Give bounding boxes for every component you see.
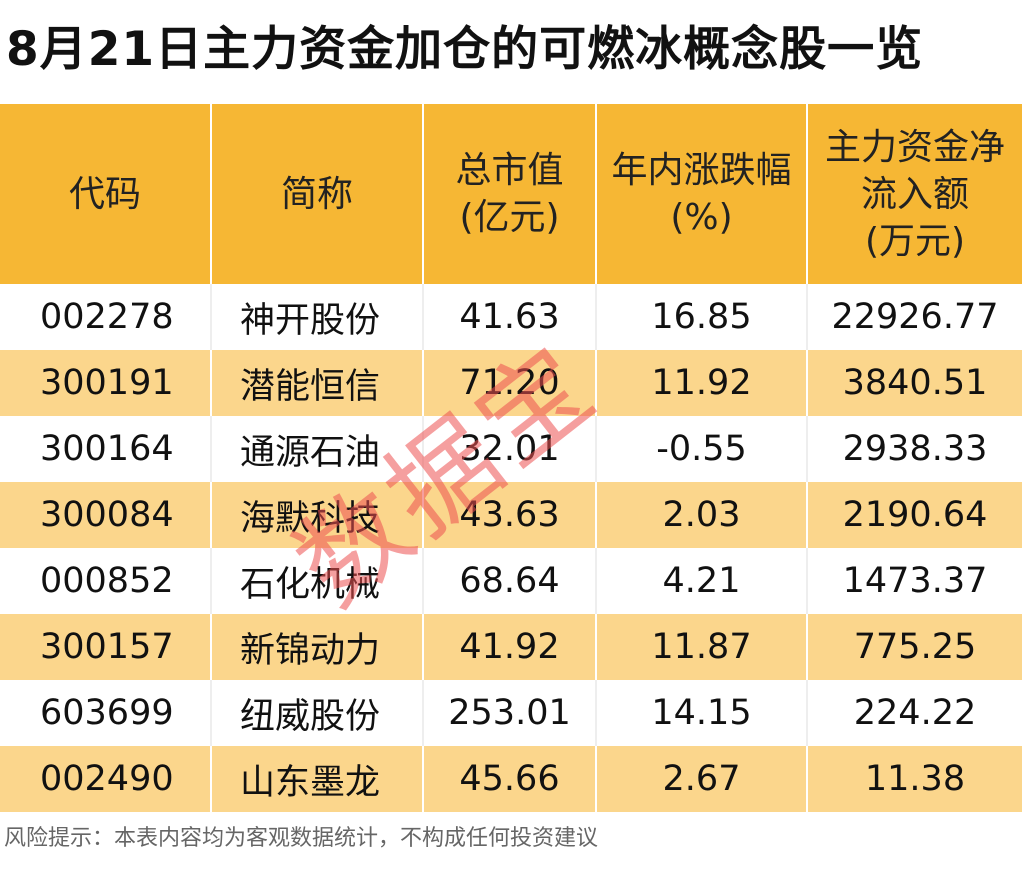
cell-code: 300157 [0,614,212,680]
cell-net-inflow: 775.25 [808,614,1022,680]
cell-name: 新锦动力 [212,614,424,680]
table-header-row: 代码 简称 总市值 (亿元) 年内涨跌幅 (%) 主力资金净 流入额 (万元) [0,104,1022,284]
header-net-inflow-line2: 流入额 [860,173,969,215]
cell-ytd-change: 16.85 [597,284,808,350]
cell-code: 000852 [0,548,212,614]
table-row: 300164 通源石油 32.01 -0.55 2938.33 [0,416,1022,482]
table-row: 300084 海默科技 43.63 2.03 2190.64 [0,482,1022,548]
cell-ytd-change: 2.67 [597,746,808,812]
cell-market-cap: 43.63 [424,482,597,548]
cell-market-cap: 71.20 [424,350,597,416]
cell-net-inflow: 224.22 [808,680,1022,746]
cell-ytd-change: 4.21 [597,548,808,614]
cell-code: 002490 [0,746,212,812]
cell-code: 002278 [0,284,212,350]
header-net-inflow-line1: 主力资金净 [824,126,1005,168]
cell-name: 通源石油 [212,416,424,482]
cell-name: 山东墨龙 [212,746,424,812]
header-net-inflow-unit: (万元) [864,220,966,262]
cell-code: 603699 [0,680,212,746]
header-code-line: 代码 [68,173,141,215]
cell-name: 石化机械 [212,548,424,614]
cell-code: 300191 [0,350,212,416]
cell-market-cap: 45.66 [424,746,597,812]
cell-ytd-change: 14.15 [597,680,808,746]
cell-name: 纽威股份 [212,680,424,746]
cell-net-inflow: 3840.51 [808,350,1022,416]
cell-net-inflow: 11.38 [808,746,1022,812]
cell-name: 神开股份 [212,284,424,350]
cell-ytd-change: 11.87 [597,614,808,680]
header-net-inflow: 主力资金净 流入额 (万元) [808,104,1022,284]
cell-market-cap: 41.92 [424,614,597,680]
cell-net-inflow: 2938.33 [808,416,1022,482]
cell-market-cap: 41.63 [424,284,597,350]
header-ytd-change-unit: (%) [670,197,733,238]
header-ytd-change: 年内涨跌幅 (%) [597,104,808,284]
table-row: 002490 山东墨龙 45.66 2.67 11.38 [0,746,1022,812]
cell-code: 300084 [0,482,212,548]
table-row: 603699 纽威股份 253.01 14.15 224.22 [0,680,1022,746]
header-market-cap: 总市值 (亿元) [424,104,597,284]
header-market-cap-line: 总市值 [455,150,564,191]
header-name: 简称 [212,104,424,284]
table-row: 300191 潜能恒信 71.20 11.92 3840.51 [0,350,1022,416]
table-row: 002278 神开股份 41.63 16.85 22926.77 [0,284,1022,350]
page-title: 8月21日主力资金加仓的可燃冰概念股一览 [6,22,924,77]
cell-net-inflow: 2190.64 [808,482,1022,548]
header-ytd-change-line: 年内涨跌幅 [611,150,792,191]
cell-code: 300164 [0,416,212,482]
risk-disclaimer: 风险提示：本表内容均为客观数据统计，不构成任何投资建议 [4,826,599,851]
cell-market-cap: 68.64 [424,548,597,614]
cell-net-inflow: 22926.77 [808,284,1022,350]
cell-net-inflow: 1473.37 [808,548,1022,614]
table-row: 000852 石化机械 68.64 4.21 1473.37 [0,548,1022,614]
cell-market-cap: 32.01 [424,416,597,482]
header-name-line: 简称 [280,173,353,215]
cell-ytd-change: -0.55 [597,416,808,482]
cell-name: 潜能恒信 [212,350,424,416]
table-row: 300157 新锦动力 41.92 11.87 775.25 [0,614,1022,680]
header-market-cap-unit: (亿元) [459,197,560,238]
cell-market-cap: 253.01 [424,680,597,746]
stock-table: 代码 简称 总市值 (亿元) 年内涨跌幅 (%) 主力资金净 流入额 (万元) … [0,104,1022,812]
header-code: 代码 [0,104,212,284]
cell-ytd-change: 11.92 [597,350,808,416]
cell-ytd-change: 2.03 [597,482,808,548]
cell-name: 海默科技 [212,482,424,548]
